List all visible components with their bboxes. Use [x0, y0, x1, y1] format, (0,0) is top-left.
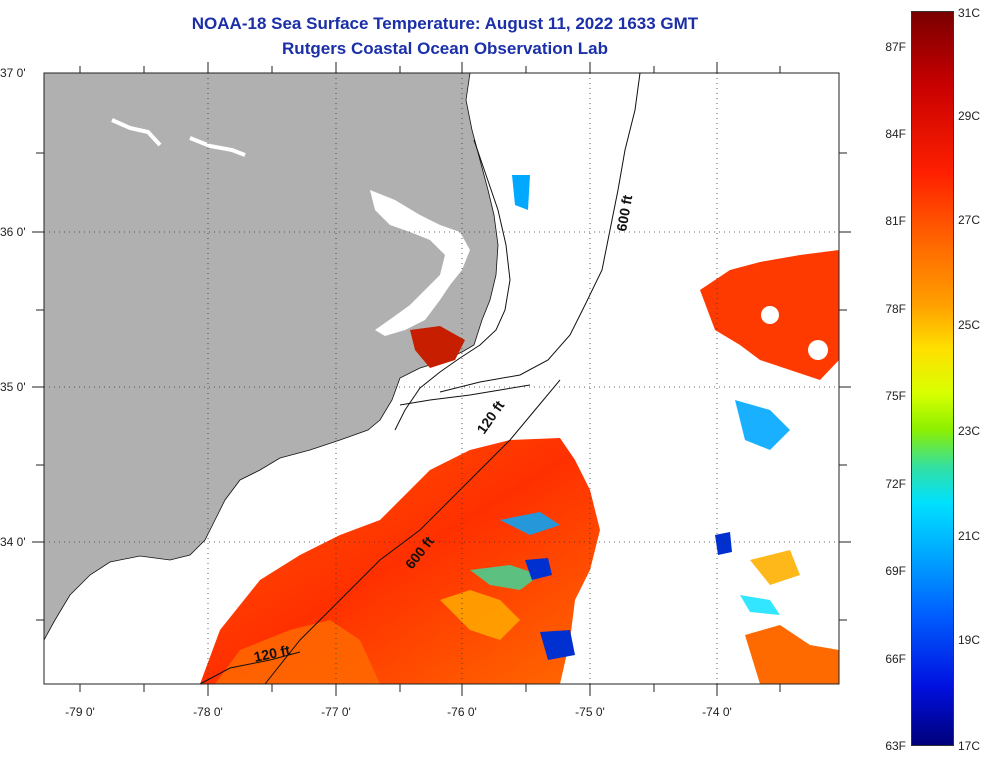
lon-label: -75 0' [575, 705, 605, 719]
colorbar-c-label: 19C [958, 633, 981, 647]
colorbar-c-label: 17C [958, 739, 981, 753]
river-upper [111, 118, 246, 157]
lat-label: 35 0' [0, 380, 26, 394]
lon-label: -74 0' [702, 705, 732, 719]
colorbar-f-label: 75F [885, 389, 906, 403]
colorbar-f-label: 69F [885, 564, 906, 578]
barrier-islands [394, 139, 511, 431]
inland-water [370, 190, 470, 336]
lon-label: -77 0' [321, 705, 351, 719]
colorbar-c-label: 23C [958, 424, 981, 438]
axis-ticks [32, 62, 851, 696]
colorbar-f-label: 87F [885, 40, 906, 54]
lon-label: -79 0' [65, 705, 95, 719]
sst-map: -79 0' -78 0' -77 0' -76 0' -75 0' -74 0… [0, 62, 851, 719]
temperature-colorbar [911, 11, 954, 746]
lat-label: 37 0' [0, 66, 26, 80]
colorbar-f-label: 84F [885, 127, 906, 141]
map-title: NOAA-18 Sea Surface Temperature: August … [191, 14, 699, 33]
sst-patches [200, 175, 839, 684]
lon-label: -76 0' [447, 705, 477, 719]
contour-label: 120 ft [252, 642, 291, 665]
lat-label: 34 0' [0, 535, 26, 549]
colorbar-f-label: 63F [885, 739, 906, 753]
depth-contours [199, 72, 641, 685]
colorbar-c-label: 25C [958, 318, 981, 332]
graticule [44, 73, 839, 684]
colorbar-c-label: 27C [958, 213, 981, 227]
contour-label: 600 ft [613, 193, 635, 232]
lon-label: -78 0' [193, 705, 223, 719]
colorbar-f-label: 72F [885, 477, 906, 491]
colorbar-c-label: 31C [958, 6, 981, 20]
colorbar-f-label: 81F [885, 214, 906, 228]
colorbar-c-label: 21C [958, 529, 981, 543]
lat-label: 36 0' [0, 225, 26, 239]
map-frame [43, 72, 840, 685]
map-subtitle: Rutgers Coastal Ocean Observation Lab [282, 39, 608, 58]
colorbar-f-label: 78F [885, 302, 906, 316]
colorbar-c-label: 29C [958, 109, 981, 123]
colorbar-f-label: 66F [885, 652, 906, 666]
